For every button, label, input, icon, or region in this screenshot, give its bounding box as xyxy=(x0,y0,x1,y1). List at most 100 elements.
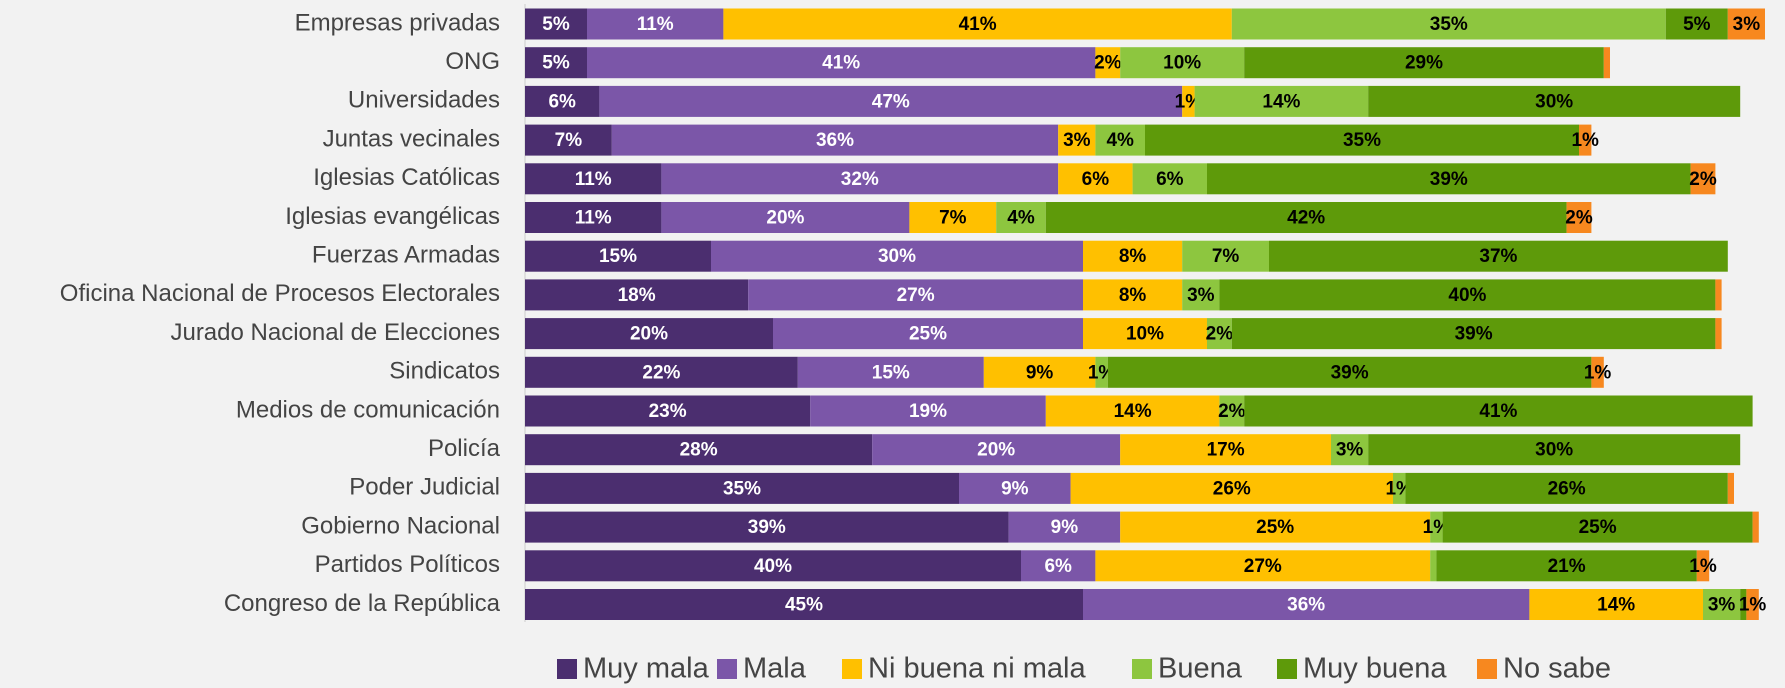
value-label: 28% xyxy=(680,440,718,461)
bar-segment xyxy=(1083,279,1183,311)
bar-segment xyxy=(1566,202,1592,233)
category-label: Sindicatos xyxy=(389,358,500,385)
value-label: 11% xyxy=(575,169,612,190)
bar-segment xyxy=(525,550,1021,582)
category-label: Empresas privadas xyxy=(295,9,500,36)
bar-segment xyxy=(1393,472,1406,504)
bar-segment xyxy=(1690,163,1716,195)
category-label: Iglesias Católicas xyxy=(313,164,500,191)
bar-segment xyxy=(525,202,662,233)
category-label: Partidos Políticos xyxy=(315,551,500,578)
bar-segment xyxy=(1331,434,1369,466)
bar-segment xyxy=(1696,550,1710,582)
value-label: 9% xyxy=(1026,362,1054,383)
bar-segment xyxy=(723,8,1232,40)
value-label: 30% xyxy=(878,246,916,267)
value-label: 41% xyxy=(959,14,997,35)
bar-segment xyxy=(1740,589,1747,620)
value-label: 2% xyxy=(1206,324,1234,345)
bar-segment xyxy=(1442,511,1753,543)
value-label: 11% xyxy=(575,208,612,229)
value-label: 6% xyxy=(1082,169,1110,190)
bar-segment xyxy=(1603,47,1610,79)
category-label: Poder Judicial xyxy=(349,474,500,501)
bar-segment xyxy=(1579,124,1592,156)
bar-segment xyxy=(797,356,984,388)
bar-segment xyxy=(959,472,1071,504)
value-label: 3% xyxy=(1063,130,1091,151)
value-label: 19% xyxy=(909,401,947,422)
value-label: 2% xyxy=(1689,169,1717,190)
bar-segment xyxy=(1244,47,1604,79)
category-label: Fuerzas Armadas xyxy=(312,242,500,269)
value-label: 1% xyxy=(1739,595,1767,616)
value-label: 5% xyxy=(542,14,570,35)
bar-segment xyxy=(1058,163,1133,195)
bar-segment xyxy=(1746,589,1759,620)
value-label: 20% xyxy=(766,208,804,229)
value-label: 2% xyxy=(1565,208,1593,229)
value-label: 41% xyxy=(822,53,860,74)
value-label: 4% xyxy=(1007,208,1035,229)
bar-segment xyxy=(1058,124,1096,156)
bar-segment xyxy=(525,124,612,156)
value-label: 15% xyxy=(872,362,910,383)
value-label: 36% xyxy=(816,130,854,151)
legend-label: Buena xyxy=(1158,653,1243,685)
value-label: 35% xyxy=(723,478,761,499)
value-label: 1% xyxy=(1571,130,1599,151)
value-label: 25% xyxy=(909,324,947,345)
bar-segment xyxy=(1207,163,1691,195)
value-label: 3% xyxy=(1708,595,1736,616)
bar-segment xyxy=(1083,589,1530,620)
bar-segment xyxy=(661,163,1059,195)
value-label: 9% xyxy=(1001,478,1029,499)
bar-segment xyxy=(1120,434,1331,466)
value-label: 27% xyxy=(897,285,935,306)
bar-segment xyxy=(773,318,1083,350)
value-label: 1% xyxy=(1584,362,1612,383)
value-label: 25% xyxy=(1579,517,1617,538)
value-label: 14% xyxy=(1262,91,1300,112)
value-label: 25% xyxy=(1256,517,1294,538)
value-label: 20% xyxy=(630,324,668,345)
value-label: 14% xyxy=(1114,401,1152,422)
bar-segment xyxy=(1095,47,1121,79)
category-label: Gobierno Nacional xyxy=(301,512,500,539)
bar-segment xyxy=(525,85,600,117)
value-label: 5% xyxy=(542,53,570,74)
category-label: Universidades xyxy=(348,87,500,114)
bar-segment xyxy=(1219,279,1716,311)
value-label: 26% xyxy=(1213,478,1251,499)
bar-segment xyxy=(1120,511,1431,543)
bar-segment xyxy=(525,279,749,311)
bar-segment xyxy=(1107,356,1592,388)
bar-segment xyxy=(1368,434,1741,466)
value-label: 40% xyxy=(754,556,792,577)
value-label: 35% xyxy=(1343,130,1381,151)
bar-segment xyxy=(1231,318,1716,350)
bar-segment xyxy=(525,434,873,466)
value-label: 5% xyxy=(1683,14,1711,35)
legend-swatch xyxy=(1277,659,1297,679)
bar-segment xyxy=(1405,472,1728,504)
value-label: 6% xyxy=(1044,556,1072,577)
bar-segment xyxy=(525,240,711,272)
value-label: 6% xyxy=(548,91,576,112)
bar-segment xyxy=(525,163,662,195)
value-label: 47% xyxy=(872,91,910,112)
category-label: Jurado Nacional de Elecciones xyxy=(170,319,500,346)
value-label: 30% xyxy=(1535,440,1573,461)
bar-segment xyxy=(611,124,1059,156)
value-label: 22% xyxy=(642,362,680,383)
value-label: 37% xyxy=(1479,246,1517,267)
bar-segment xyxy=(1145,124,1579,156)
value-label: 4% xyxy=(1106,130,1134,151)
category-label: Oficina Nacional de Procesos Electorales xyxy=(60,280,500,307)
value-label: 21% xyxy=(1548,556,1586,577)
category-label: Policía xyxy=(428,435,501,462)
bar-segment xyxy=(1231,8,1666,40)
category-label: Iglesias evangélicas xyxy=(285,203,500,230)
value-label: 14% xyxy=(1597,595,1635,616)
